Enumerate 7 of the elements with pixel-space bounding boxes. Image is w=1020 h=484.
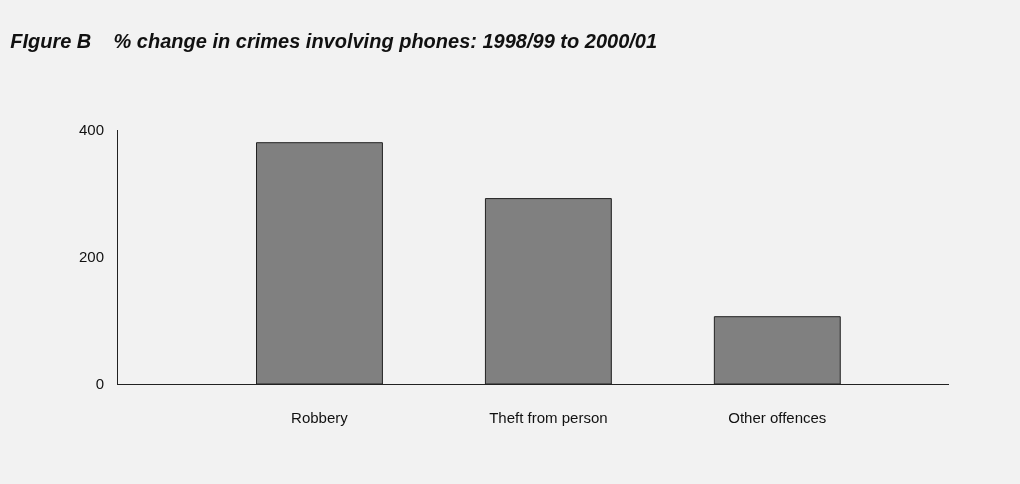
x-tick-label: Robbery bbox=[291, 409, 349, 426]
chart-title: FIgure B % change in crimes involving phones: 1998/99 to 2000/01 bbox=[10, 29, 658, 52]
x-tick-label: Theft from person bbox=[489, 409, 608, 426]
y-tick-label: 0 bbox=[95, 375, 104, 393]
y-tick-label: 400 bbox=[78, 121, 104, 139]
x-tick-label: Other offences bbox=[728, 409, 827, 426]
y-tick-label: 200 bbox=[78, 248, 104, 266]
